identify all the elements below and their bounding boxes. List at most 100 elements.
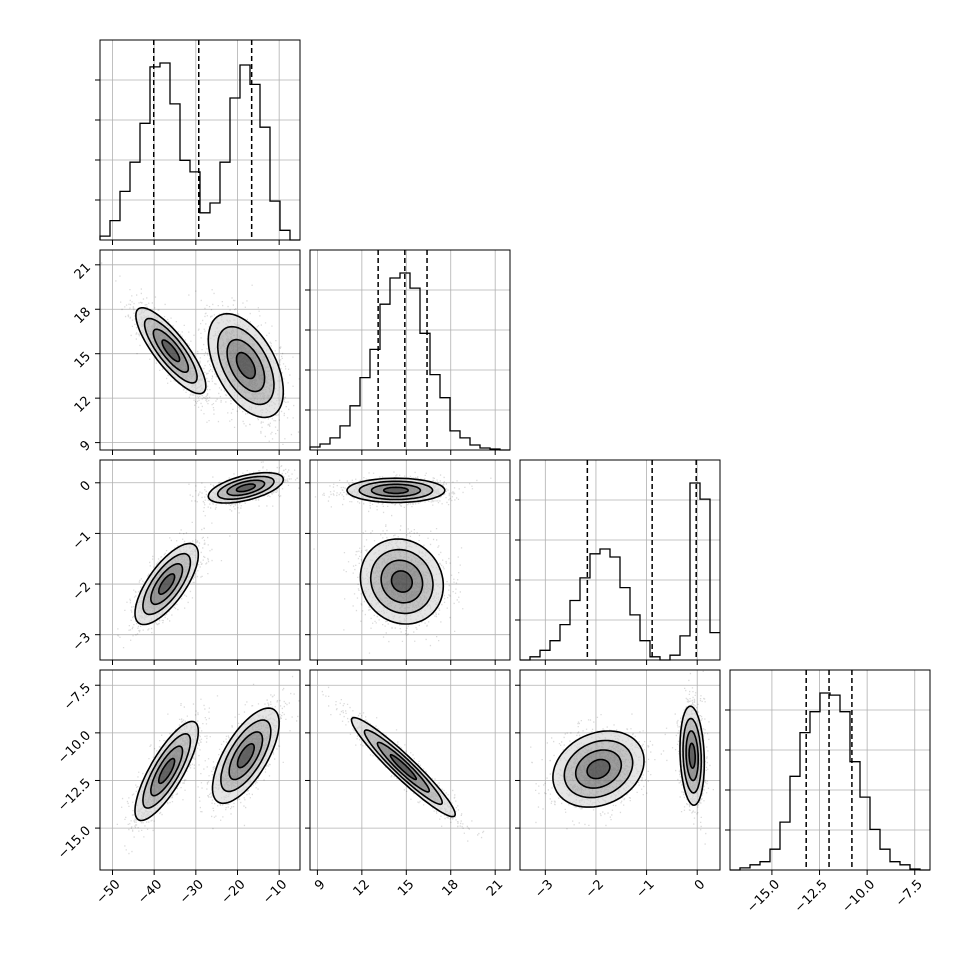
x-tick-label: −10.0 [839,877,878,916]
density-backdrop [212,708,280,804]
density-fill [364,730,443,805]
grid-lines [100,460,300,660]
density-fill [237,743,255,768]
grid-lines [771,670,916,870]
panel-content [321,686,485,842]
panel-frame [99,39,301,241]
density-fill [390,754,417,780]
panel-frame [519,459,721,661]
contour-line-cluster-1 [359,538,445,625]
contour-line-cluster-1 [226,479,266,497]
contour-line-cluster-0 [350,716,457,818]
density-fill [158,758,175,784]
density-fill [158,573,175,595]
density-fill [142,553,191,615]
contour-line-cluster-0 [586,758,611,780]
contour-line-cluster-1 [369,548,434,615]
scatter-panel-1-2 [305,459,511,665]
contour-line-cluster-1 [216,475,275,500]
contour-line-cluster-0 [389,754,418,781]
panel-frame [309,459,511,661]
contour-line-cluster-0 [158,573,176,595]
panel-content [101,262,300,445]
density-fill [564,740,633,798]
x-tick-label: −1 [634,877,658,901]
scatter-panel-0-2: −3 −2 −1 0 [70,459,301,665]
density-fill [212,708,280,804]
x-tick-label: −7.5 [893,877,926,910]
panel-frame [99,459,301,661]
contour-line-cluster-0 [370,483,422,498]
x-tick-label: 15 [395,877,417,899]
grid-lines [100,670,300,870]
grid-lines-count [730,709,930,831]
x-tick-label: −12.5 [792,877,831,916]
contour-line-cluster-0 [363,729,444,806]
contour-line-cluster-1 [235,483,256,493]
density-backdrop [208,313,284,418]
contour-line-cluster-0 [376,741,431,793]
panel-frame [309,249,511,451]
contour-line-cluster-1 [688,742,696,769]
contour-line-cluster-1 [685,730,699,782]
scatter-panel-0-1: 9 12 15 18 21 [72,249,301,455]
density-backdrop [135,307,206,394]
contour-line-cluster-0 [142,732,192,809]
contour-line-cluster-0 [152,328,190,373]
density-fill [135,307,206,394]
x-tick-label: 0 [692,877,708,893]
x-tick-label: −50 [94,877,124,907]
panel-frame [729,669,931,871]
grid-lines-count [310,289,510,411]
density-fill [686,731,699,781]
histogram-step-line [730,692,930,871]
density-fill [208,313,284,418]
density-backdrop [135,721,199,821]
density-fill [371,484,421,497]
x-tick-label: 21 [484,877,506,899]
y-tick-label: −7.5 [61,681,94,714]
contour-line-cluster-0 [149,745,184,797]
x-tick-label: −2 [583,877,607,901]
contour-line-cluster-0 [134,720,200,822]
contour-line-cluster-1 [380,559,424,604]
scatter-panel-2-3: −3 −2 −1 0 [515,669,721,901]
contour-line-cluster-0 [574,749,623,789]
density-fill [236,484,256,492]
y-tick-label: −15.0 [55,824,94,863]
panel-frame [519,669,721,871]
contour-line-cluster-0 [134,542,200,626]
y-tick-label: 21 [72,260,94,282]
y-tick-label: 15 [72,349,94,371]
panel-frame [99,669,301,871]
density-fill [552,731,644,808]
histogram-step-line [309,272,510,451]
panel-content [116,675,300,855]
grid-lines [112,40,280,240]
contour-line-cluster-1 [235,351,256,380]
y-tick-label: −2 [70,579,94,603]
contour-line-cluster-0 [135,307,207,395]
scatter-panel-1-3: 9 12 15 18 21 [305,669,511,899]
y-tick-label: −3 [70,630,94,654]
contour-line-cluster-1 [682,717,703,794]
density-backdrop [552,731,644,808]
contour-line-cluster-1 [211,707,280,805]
density-fill [689,743,696,769]
y-tick-label: 9 [78,438,94,454]
x-tick-label: 9 [312,877,328,893]
contour-line-cluster-0 [142,552,192,616]
contour-line-cluster-1 [207,471,285,504]
density-fill [142,733,191,809]
density-backdrop [135,543,199,625]
contour-line-cluster-1 [390,570,413,593]
contour-line-cluster-0 [382,486,409,495]
grid-lines [544,460,698,660]
x-tick-label: −30 [177,877,207,907]
histogram-step-line [99,62,300,241]
panel-content [530,670,714,845]
y-tick-label: −1 [70,529,94,553]
density-fill [587,759,610,779]
density-fill [162,340,180,362]
